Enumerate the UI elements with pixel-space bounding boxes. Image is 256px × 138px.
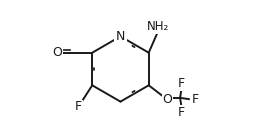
Text: F: F (178, 106, 185, 119)
Text: NH₂: NH₂ (147, 20, 169, 33)
Text: F: F (192, 93, 199, 106)
Text: O: O (52, 46, 62, 59)
Text: O: O (163, 93, 173, 106)
Text: F: F (75, 100, 82, 113)
Text: F: F (178, 77, 185, 90)
Text: N: N (116, 30, 125, 43)
